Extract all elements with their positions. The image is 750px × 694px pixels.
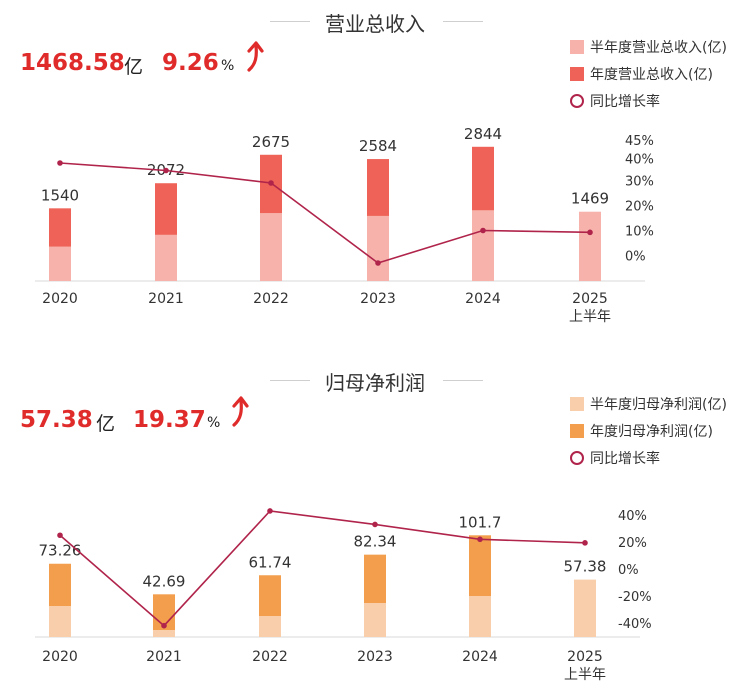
yoy-point xyxy=(587,229,593,236)
title-rule-left xyxy=(270,21,310,22)
half-year-bar xyxy=(155,234,177,281)
title-rule-right xyxy=(443,21,483,22)
yoy-point xyxy=(57,160,63,166)
yoy-point xyxy=(163,167,169,174)
legend-circle-icon xyxy=(570,94,584,108)
up-arrow-icon xyxy=(247,41,264,72)
data-label: 101.7 xyxy=(459,513,502,531)
yoy-point xyxy=(477,536,483,543)
half-year-bar xyxy=(49,606,71,637)
revenue-kpi-percent-sign: % xyxy=(221,58,235,74)
data-label: 42.69 xyxy=(143,572,186,590)
half-year-bar xyxy=(49,246,71,281)
yoy-point xyxy=(267,508,273,514)
y2-tick-label: 20% xyxy=(625,200,654,215)
annual-bar xyxy=(153,594,175,637)
x-tick-label: 2022 xyxy=(253,291,289,307)
profit-panel: 归母净利润 57.38 亿 19.37 % 半年度归母净利润(亿) 年度归母净利… xyxy=(0,347,750,694)
y2-tick-label: 20% xyxy=(618,536,647,551)
data-label: 82.34 xyxy=(354,533,397,551)
x-tick-label: 2022 xyxy=(252,649,288,665)
revenue-kpi-value: 1468.58 xyxy=(20,50,125,76)
half-year-bar xyxy=(367,215,389,281)
x-tick-label: 2020 xyxy=(42,291,78,307)
yoy-point xyxy=(375,260,381,266)
y2-tick-label: -40% xyxy=(618,617,652,632)
data-label: 2584 xyxy=(359,137,397,155)
y2-tick-label: 40% xyxy=(618,509,647,524)
yoy-point xyxy=(480,227,486,234)
y2-tick-label: 30% xyxy=(625,175,654,190)
x-tick-label: 2024 xyxy=(462,649,498,665)
legend-label: 半年度归母净利润(亿) xyxy=(590,397,727,413)
profit-kpi-growth: 19.37 xyxy=(133,407,206,433)
x-tick-label-sub: 上半年 xyxy=(564,667,606,683)
legend-label: 年度营业总收入(亿) xyxy=(590,67,713,83)
data-label: 2844 xyxy=(464,125,502,143)
title-rule-right xyxy=(443,380,483,381)
yoy-point xyxy=(161,622,167,629)
yoy-point xyxy=(582,540,588,546)
yoy-point xyxy=(372,521,378,528)
x-tick-label: 2025 xyxy=(572,291,608,307)
y2-tick-label: -20% xyxy=(618,590,652,605)
data-label: 73.26 xyxy=(39,542,82,560)
legend-label: 半年度营业总收入(亿) xyxy=(590,40,727,56)
yoy-line xyxy=(59,162,591,264)
legend-label: 同比增长率 xyxy=(590,94,660,110)
legend-swatch-annual xyxy=(570,424,584,438)
data-label: 2675 xyxy=(252,133,290,151)
y2-tick-label: 0% xyxy=(618,563,639,578)
revenue-kpi-unit: 亿 xyxy=(124,56,144,78)
profit-kpi-percent-sign: % xyxy=(207,415,221,431)
legend-label: 年度归母净利润(亿) xyxy=(590,424,713,440)
x-tick-label: 2025 xyxy=(567,649,603,665)
revenue-kpi-growth: 9.26 xyxy=(162,50,219,76)
profit-chart: 73.26 2020 42.69 2021 61.74 2022 82.34 2023 101.… xyxy=(35,508,652,683)
legend-circle-icon xyxy=(570,451,584,465)
y2-tick-label: 0% xyxy=(625,250,646,265)
x-tick-label: 2020 xyxy=(42,649,78,665)
legend-label: 同比增长率 xyxy=(590,451,660,467)
up-arrow-icon xyxy=(232,396,249,427)
title-rule-left xyxy=(270,380,310,381)
yoy-point xyxy=(268,180,274,186)
half-year-bar xyxy=(153,630,175,637)
y2-tick-label: 45% xyxy=(625,134,654,149)
yoy-line xyxy=(59,510,586,627)
profit-kpi-unit: 亿 xyxy=(96,413,116,435)
profit-kpi-value: 57.38 xyxy=(20,407,93,433)
half-year-bar xyxy=(260,213,282,281)
data-label: 57.38 xyxy=(564,558,607,576)
half-year-bar xyxy=(259,616,281,637)
half-year-bar xyxy=(579,211,601,281)
x-tick-label: 2023 xyxy=(360,291,396,307)
revenue-chart: 1540202020722021267520222584202328442024… xyxy=(35,125,654,325)
legend-swatch-half xyxy=(570,397,584,411)
x-tick-label: 2021 xyxy=(146,649,182,665)
revenue-panel: 营业总收入 1468.58 亿 9.26 % 半年度营业总收入(亿) 年度营业总… xyxy=(20,12,727,325)
data-label: 61.74 xyxy=(249,553,292,571)
x-tick-label: 2023 xyxy=(357,649,393,665)
data-label: 1540 xyxy=(41,186,79,204)
legend-swatch-annual xyxy=(570,67,584,81)
revenue-title: 营业总收入 xyxy=(325,12,425,36)
half-year-bar xyxy=(472,210,494,281)
x-tick-label: 2021 xyxy=(148,291,184,307)
y2-tick-label: 10% xyxy=(625,225,654,240)
yoy-point xyxy=(57,532,63,539)
half-year-bar xyxy=(364,603,386,637)
x-tick-label: 2024 xyxy=(465,291,501,307)
profit-title: 归母净利润 xyxy=(325,371,425,395)
half-year-bar xyxy=(469,596,491,637)
y2-tick-label: 40% xyxy=(625,153,654,168)
half-year-bar xyxy=(574,579,596,637)
x-tick-label-sub: 上半年 xyxy=(569,309,611,325)
legend-swatch-half xyxy=(570,40,584,54)
data-label: 1469 xyxy=(571,190,609,208)
